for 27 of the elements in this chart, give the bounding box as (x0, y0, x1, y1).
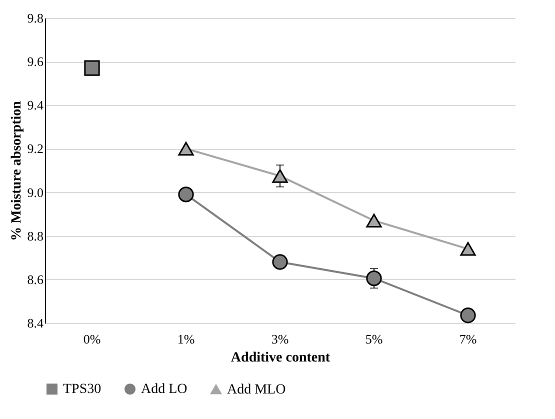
y-tick-label: 9.8 (27, 10, 44, 26)
x-tick-label: 5% (365, 332, 383, 346)
point (178, 142, 194, 156)
point (84, 60, 100, 76)
point (272, 254, 288, 270)
point (366, 270, 382, 286)
legend-label: Add MLO (227, 382, 286, 398)
x-tick-label: 0% (83, 332, 101, 346)
y-tick-label: 9.6 (27, 54, 44, 70)
point (178, 186, 194, 202)
point (460, 308, 476, 324)
y-tick-label: 9.2 (27, 141, 44, 156)
legend-label: TPS30 (63, 382, 102, 398)
x-tick-label: 7% (459, 332, 477, 346)
y-tick-label: 9.4 (27, 98, 44, 113)
legend-label: Add LO (141, 382, 188, 398)
point (272, 169, 288, 183)
y-axis-title: % Moisture absorption (9, 100, 24, 241)
y-tick-label: 9.0 (27, 184, 44, 200)
x-axis-title: Additive content (230, 350, 330, 366)
y-tick-label: 8.4 (27, 316, 44, 330)
x-tick-label: 3% (271, 332, 289, 346)
point (366, 214, 382, 228)
y-tick-label: 8.8 (27, 228, 44, 244)
point (460, 242, 476, 256)
x-tick-label: 1% (177, 332, 195, 346)
y-tick-label: 8.6 (27, 272, 44, 287)
